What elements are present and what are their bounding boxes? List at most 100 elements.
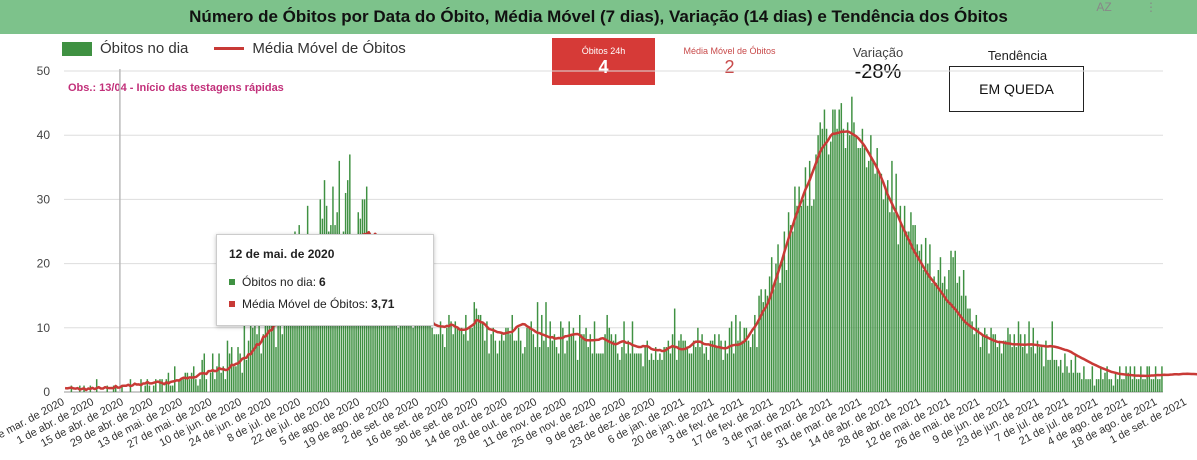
bar[interactable] — [1108, 379, 1110, 392]
bar[interactable] — [161, 379, 163, 392]
moving-average-line[interactable] — [64, 130, 1197, 392]
bar[interactable] — [722, 359, 724, 392]
bar[interactable] — [1095, 379, 1098, 392]
bar[interactable] — [547, 347, 549, 392]
bar[interactable] — [973, 334, 975, 392]
bar[interactable] — [441, 334, 444, 392]
bar[interactable] — [893, 212, 895, 392]
bar[interactable] — [924, 237, 927, 392]
bar[interactable] — [195, 379, 197, 392]
bar[interactable] — [796, 205, 798, 392]
bar[interactable] — [532, 334, 535, 392]
bar[interactable] — [444, 347, 446, 392]
bar[interactable] — [971, 321, 973, 392]
bar[interactable] — [1059, 359, 1062, 392]
bar[interactable] — [595, 353, 598, 392]
bar[interactable] — [551, 340, 554, 392]
bar[interactable] — [838, 109, 840, 393]
bar[interactable] — [908, 231, 910, 393]
bar[interactable] — [1005, 340, 1007, 392]
bar[interactable] — [460, 327, 463, 392]
bar[interactable] — [519, 340, 522, 392]
bar[interactable] — [1009, 334, 1011, 392]
bar[interactable] — [450, 321, 452, 392]
bar[interactable] — [258, 314, 260, 392]
bar[interactable] — [690, 353, 693, 392]
bar[interactable] — [794, 186, 796, 392]
bar[interactable] — [739, 321, 741, 392]
bar[interactable] — [929, 244, 931, 392]
bar[interactable] — [1049, 359, 1051, 392]
bar[interactable] — [528, 327, 530, 392]
bar[interactable] — [412, 327, 414, 392]
bar[interactable] — [376, 289, 378, 392]
bar[interactable] — [268, 282, 271, 392]
bar[interactable] — [144, 385, 146, 392]
bar[interactable] — [654, 347, 657, 392]
bar[interactable] — [846, 122, 849, 393]
bar[interactable] — [783, 231, 786, 393]
bar[interactable] — [1083, 366, 1085, 392]
bar[interactable] — [840, 103, 843, 392]
bar[interactable] — [863, 148, 866, 392]
bar[interactable] — [785, 270, 788, 392]
bar[interactable] — [273, 276, 275, 392]
bar[interactable] — [692, 340, 695, 392]
bar[interactable] — [1070, 359, 1072, 392]
bar[interactable] — [237, 347, 239, 392]
bar[interactable] — [627, 340, 630, 392]
bar[interactable] — [1087, 379, 1089, 392]
bar[interactable] — [422, 314, 425, 392]
bar[interactable] — [884, 186, 887, 392]
bar[interactable] — [901, 225, 904, 392]
bar[interactable] — [1030, 347, 1032, 392]
bar[interactable] — [671, 334, 674, 392]
bar[interactable] — [230, 347, 233, 392]
bar[interactable] — [1140, 366, 1142, 392]
bar[interactable] — [209, 372, 212, 392]
bar[interactable] — [1129, 366, 1132, 392]
bar[interactable] — [465, 314, 467, 392]
bar[interactable] — [597, 353, 600, 392]
bar[interactable] — [410, 282, 412, 392]
bar[interactable] — [486, 321, 488, 392]
bar[interactable] — [657, 359, 659, 392]
bar[interactable] — [792, 231, 794, 393]
bar[interactable] — [585, 327, 587, 392]
bar[interactable] — [813, 199, 815, 392]
bar[interactable] — [652, 359, 655, 392]
bar[interactable] — [817, 135, 819, 392]
bar[interactable] — [469, 327, 471, 392]
bar[interactable] — [1097, 379, 1100, 392]
bar[interactable] — [1032, 327, 1035, 392]
bar[interactable] — [1040, 347, 1043, 392]
bar[interactable] — [368, 289, 370, 392]
bar[interactable] — [524, 347, 526, 392]
bar[interactable] — [201, 359, 203, 392]
bar[interactable] — [262, 334, 265, 392]
bar[interactable] — [408, 314, 410, 392]
bar[interactable] — [859, 148, 862, 392]
bar[interactable] — [290, 302, 292, 392]
bar[interactable] — [709, 340, 712, 392]
legend-item-line[interactable]: Média Móvel de Óbitos — [214, 40, 406, 57]
bar[interactable] — [1154, 366, 1157, 392]
bar[interactable] — [673, 308, 676, 392]
bar[interactable] — [1144, 379, 1146, 392]
bar[interactable] — [1015, 347, 1018, 392]
bar[interactable] — [600, 353, 602, 392]
bar[interactable] — [770, 257, 773, 392]
legend-item-bars[interactable]: Óbitos no dia — [62, 40, 188, 57]
bar[interactable] — [199, 379, 201, 392]
bar[interactable] — [872, 160, 874, 392]
bar[interactable] — [429, 314, 431, 392]
bar[interactable] — [773, 289, 775, 392]
bar[interactable] — [564, 353, 566, 392]
bar[interactable] — [568, 321, 570, 392]
bar[interactable] — [418, 308, 421, 392]
bar[interactable] — [686, 347, 689, 392]
bar[interactable] — [1085, 379, 1087, 392]
bar[interactable] — [614, 334, 617, 392]
bar[interactable] — [665, 347, 667, 392]
bar[interactable] — [500, 334, 503, 392]
